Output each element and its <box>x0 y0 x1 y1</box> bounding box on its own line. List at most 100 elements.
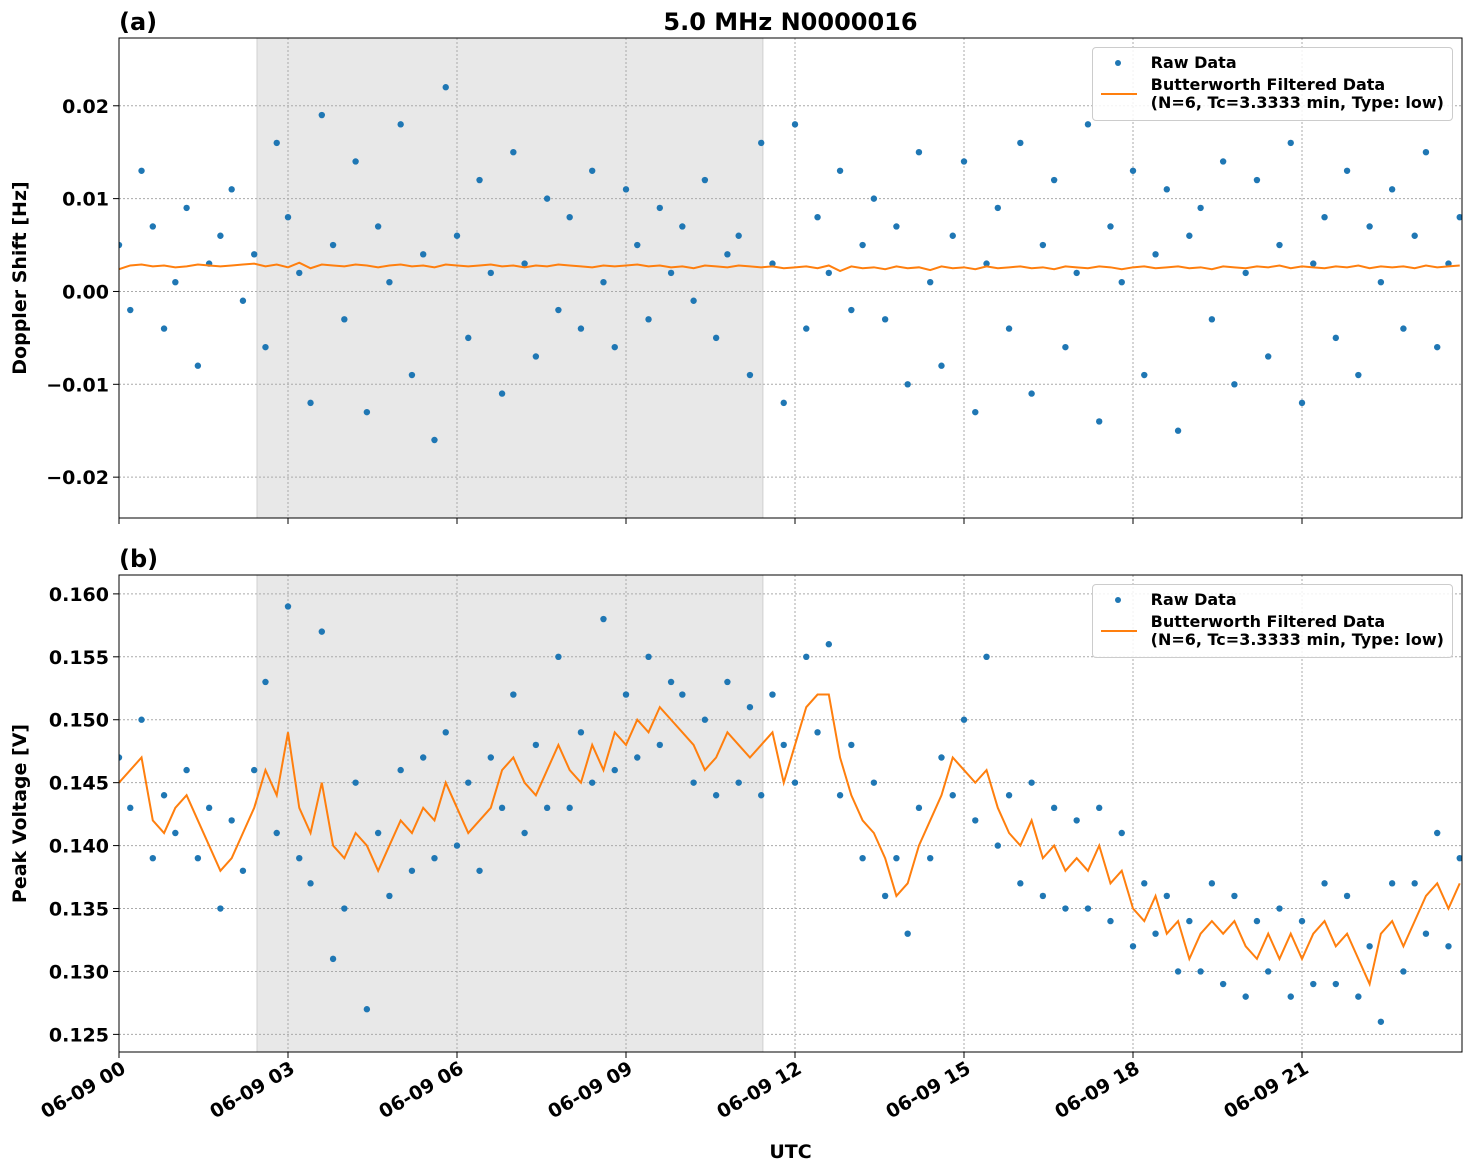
x-tick-label: 06-09 00 <box>37 1057 129 1123</box>
x-tick-label: 06-09 12 <box>713 1057 805 1123</box>
raw-point <box>701 716 709 723</box>
legend-line <box>1100 93 1137 95</box>
raw-point <box>600 615 607 623</box>
raw-point <box>476 176 483 184</box>
raw-point <box>611 343 618 351</box>
raw-point <box>577 325 585 332</box>
raw-point <box>735 779 742 786</box>
raw-point <box>1400 968 1407 975</box>
raw-point <box>870 779 878 786</box>
raw-point <box>1366 223 1373 230</box>
raw-point <box>1050 804 1058 812</box>
raw-point <box>160 792 168 799</box>
x-tick-label: 06-09 09 <box>544 1057 636 1123</box>
raw-point <box>1186 232 1193 239</box>
raw-point <box>1298 917 1306 925</box>
raw-point <box>341 905 348 912</box>
raw-point <box>622 186 630 193</box>
raw-point <box>825 641 833 648</box>
raw-point <box>555 653 562 661</box>
raw-point <box>769 691 776 698</box>
plot-frame <box>118 37 1463 519</box>
raw-point <box>341 316 348 323</box>
raw-point <box>374 829 382 837</box>
raw-point <box>1366 943 1373 950</box>
raw-point <box>893 223 900 230</box>
raw-point <box>532 741 540 749</box>
raw-point <box>397 121 404 128</box>
raw-point <box>1265 968 1272 975</box>
raw-point <box>1287 139 1294 147</box>
raw-point <box>1445 943 1452 950</box>
raw-point <box>284 213 292 221</box>
raw-point <box>1208 316 1216 323</box>
raw-point <box>758 792 765 799</box>
y-tick-label: 0.150 <box>49 710 109 732</box>
raw-point <box>1118 829 1125 837</box>
raw-point <box>1197 968 1204 975</box>
y-tick-label: 0.02 <box>62 96 109 118</box>
raw-point <box>543 195 551 202</box>
raw-point <box>679 223 686 230</box>
raw-point <box>1129 943 1137 950</box>
raw-point <box>1039 892 1047 900</box>
raw-point <box>724 678 731 686</box>
raw-point <box>1028 779 1035 786</box>
raw-point <box>1310 980 1317 988</box>
raw-point <box>780 741 787 749</box>
raw-point <box>138 167 145 174</box>
raw-point <box>836 167 844 174</box>
raw-point <box>589 167 596 174</box>
raw-point <box>994 204 1002 212</box>
raw-point <box>611 766 618 774</box>
raw-point <box>1005 325 1013 332</box>
raw-point <box>1197 204 1204 212</box>
raw-point <box>566 213 573 221</box>
raw-point <box>836 792 844 799</box>
panel: −0.02 −0.01 0.00 0.01 0.02 (a) 5.0 MHz N000001… <box>9 8 1463 524</box>
raw-point <box>1287 993 1294 1000</box>
raw-point <box>1388 880 1396 887</box>
raw-point <box>577 729 585 736</box>
raw-point <box>239 867 247 874</box>
raw-point <box>1321 213 1328 221</box>
raw-point <box>904 381 911 388</box>
raw-point <box>1434 343 1441 351</box>
filtered-line <box>119 693 1461 988</box>
raw-point <box>938 754 945 761</box>
raw-point <box>363 1006 371 1013</box>
raw-point <box>712 334 720 342</box>
y-tick-label: 0.155 <box>49 647 109 669</box>
raw-point <box>296 269 303 277</box>
raw-point <box>521 829 528 837</box>
raw-point <box>1141 371 1148 379</box>
raw-point <box>329 955 337 963</box>
legend-line <box>1100 630 1137 632</box>
raw-point <box>1163 186 1171 193</box>
x-tick-label: 06-09 18 <box>1051 1057 1143 1123</box>
legend-label: Butterworth Filtered Data (N=6, Tc=3.333… <box>1150 75 1444 112</box>
panel-label: (b) <box>119 545 158 573</box>
raw-point <box>972 817 979 824</box>
raw-point <box>284 603 292 610</box>
raw-point <box>498 804 506 812</box>
shaded-interval <box>256 37 764 519</box>
raw-point <box>983 260 990 267</box>
legend-key <box>1099 613 1137 632</box>
raw-point <box>217 232 224 239</box>
raw-point <box>1107 223 1114 230</box>
raw-point <box>183 204 190 212</box>
y-tick-label: 0.125 <box>49 1024 109 1046</box>
raw-point <box>1039 241 1047 249</box>
raw-point <box>600 278 607 286</box>
raw-point <box>510 691 517 698</box>
raw-point <box>386 892 393 900</box>
legend-key <box>1099 591 1137 609</box>
y-tick-label: 0.00 <box>62 281 109 303</box>
raw-point <box>262 343 269 351</box>
raw-point <box>589 779 596 786</box>
raw-point <box>566 804 573 812</box>
raw-point <box>1434 829 1441 837</box>
raw-point <box>746 703 754 711</box>
